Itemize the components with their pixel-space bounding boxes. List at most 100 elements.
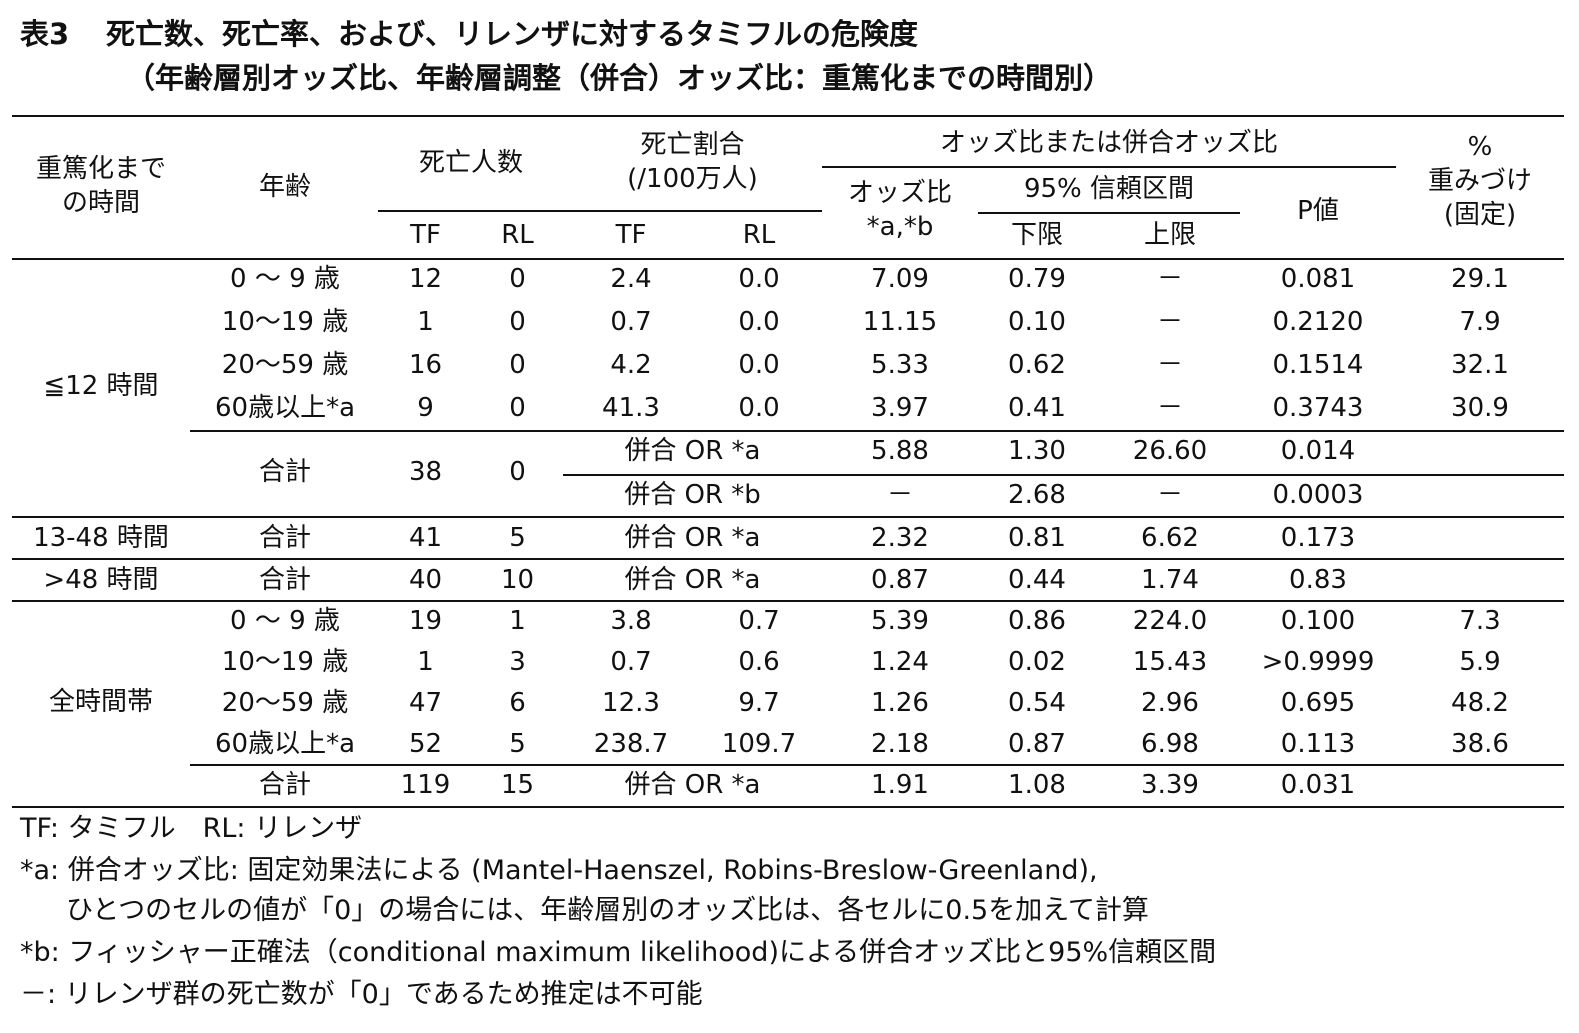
row-odds-ratio: 1.24 bbox=[871, 647, 929, 677]
header-weight-line2: 重みづけ bbox=[1427, 166, 1532, 196]
row-p-value: 0.83 bbox=[1289, 565, 1347, 595]
title-line-1: 死亡数、死亡率、および、リレンザに対するタミフルの危険度 bbox=[106, 17, 919, 51]
group-label-gt48: >48 時間 bbox=[43, 565, 159, 595]
row-pooled-label-b: 併合 OR *b bbox=[624, 480, 761, 510]
header-weight: % 重みづけ (固定) bbox=[1396, 130, 1564, 232]
row-ci-upper-b: － bbox=[1156, 480, 1183, 510]
row-odds-ratio: 5.39 bbox=[871, 606, 929, 636]
row-ci-lower: 1.08 bbox=[1008, 770, 1066, 800]
row-weight: 5.9 bbox=[1459, 647, 1501, 677]
group-rule-all bbox=[12, 600, 1564, 602]
row-ci-lower: 0.10 bbox=[1008, 307, 1066, 337]
header-weight-line1: % bbox=[1467, 132, 1493, 162]
row-weight: 32.1 bbox=[1451, 350, 1509, 380]
row-weight: 30.9 bbox=[1451, 393, 1509, 423]
header-odds-line2: *a,*b bbox=[866, 212, 934, 242]
row-odds-ratio: 5.33 bbox=[871, 350, 929, 380]
row-p-value: 0.695 bbox=[1280, 688, 1356, 718]
header-odds-line1: オッズ比 bbox=[847, 178, 952, 208]
row-deaths-tf: 40 bbox=[408, 565, 443, 595]
row-rate-rl: 0.7 bbox=[738, 606, 780, 636]
row-deaths-rl: 0 bbox=[509, 393, 526, 423]
header-lower: 下限 bbox=[1010, 220, 1063, 250]
row-deaths-rl: 0 bbox=[509, 350, 526, 380]
row-deaths-rl: 0 bbox=[509, 307, 526, 337]
header-tf-deaths: TF bbox=[410, 220, 441, 250]
table-title: 表3 死亡数、死亡率、および、リレンザに対するタミフルの危険度 bbox=[20, 14, 918, 54]
row-pooled-label: 併合 OR *a bbox=[624, 523, 761, 553]
group-label-le12: ≦12 時間 bbox=[43, 371, 159, 401]
row-ci-upper: － bbox=[1156, 307, 1183, 337]
row-odds-ratio: 1.26 bbox=[871, 688, 929, 718]
header-time-line1: 重篤化まで bbox=[35, 154, 166, 184]
row-ci-upper: 1.74 bbox=[1141, 565, 1199, 595]
row-age: 60歳以上*a bbox=[214, 393, 356, 423]
header-tf-rate: TF bbox=[615, 220, 647, 250]
row-pooled-label: 併合 OR *a bbox=[624, 565, 761, 595]
row-deaths-rl: 0 bbox=[509, 264, 526, 294]
header-rate-line1: 死亡割合 bbox=[640, 130, 745, 160]
row-ci-upper: 26.60 bbox=[1132, 436, 1208, 466]
row-deaths-tf: 41 bbox=[408, 523, 443, 553]
row-age: 合計 bbox=[258, 523, 311, 553]
row-rule-all-total bbox=[190, 764, 1564, 766]
row-p-value: 0.173 bbox=[1280, 523, 1356, 553]
row-rate-tf: 0.7 bbox=[610, 647, 652, 677]
header-deaths: 死亡人数 bbox=[418, 148, 523, 178]
header-age: 年齢 bbox=[258, 172, 311, 202]
footnote-dash: －: リレンザ群の死亡数が「0」であるため推定は不可能 bbox=[20, 979, 703, 1010]
header-odds-ratio: オッズ比 *a,*b bbox=[822, 176, 978, 244]
row-age: 20～59 歳 bbox=[221, 688, 349, 718]
header-rule-deaths-rate bbox=[378, 210, 822, 212]
row-ci-upper: － bbox=[1156, 350, 1183, 380]
row-ci-lower: 0.62 bbox=[1008, 350, 1066, 380]
row-rate-rl: 0.0 bbox=[738, 350, 780, 380]
row-rule-le12-total bbox=[190, 430, 1564, 432]
row-deaths-tf: 19 bbox=[408, 606, 443, 636]
row-age: 合計 bbox=[258, 770, 311, 800]
row-deaths-rl: 1 bbox=[509, 606, 526, 636]
row-rate-rl: 0.0 bbox=[738, 307, 780, 337]
row-age: 10～19 歳 bbox=[221, 647, 349, 677]
row-ci-lower: 0.54 bbox=[1008, 688, 1066, 718]
row-weight: 38.6 bbox=[1451, 729, 1509, 759]
row-odds-ratio: 3.97 bbox=[871, 393, 929, 423]
row-rate-tf: 41.3 bbox=[602, 393, 660, 423]
row-age: 0 ～ 9 歳 bbox=[230, 606, 340, 636]
row-ci-upper: 6.98 bbox=[1141, 729, 1199, 759]
row-p-value: 0.1514 bbox=[1272, 350, 1364, 380]
header-odds-group: オッズ比または併合オッズ比 bbox=[939, 128, 1278, 158]
row-p-value: 0.100 bbox=[1280, 606, 1356, 636]
group-label-13-48: 13-48 時間 bbox=[33, 523, 169, 553]
row-ci-upper: － bbox=[1156, 264, 1183, 294]
row-odds-ratio: 2.32 bbox=[871, 523, 929, 553]
row-age: 60歳以上*a bbox=[214, 729, 356, 759]
row-ci-upper: 2.96 bbox=[1141, 688, 1199, 718]
group-rule-13-48 bbox=[12, 516, 1564, 518]
row-rate-tf: 3.8 bbox=[610, 606, 652, 636]
row-deaths-rl: 0 bbox=[509, 457, 526, 487]
group-label-all: 全時間帯 bbox=[48, 687, 153, 717]
footnote-a-line2: ひとつのセルの値が「0」の場合には、年齢層別のオッズ比は、各セルに0.5を加えて… bbox=[66, 895, 1149, 926]
row-odds-ratio: 2.18 bbox=[871, 729, 929, 759]
row-deaths-tf: 1 bbox=[417, 647, 434, 677]
table-bottom-rule bbox=[12, 806, 1564, 808]
row-ci-upper: 3.39 bbox=[1141, 770, 1199, 800]
row-odds-ratio: 0.87 bbox=[871, 565, 929, 595]
header-rule-ci bbox=[978, 212, 1240, 214]
row-deaths-tf: 52 bbox=[408, 729, 443, 759]
row-deaths-rl: 6 bbox=[509, 688, 526, 718]
row-ci-lower: 0.79 bbox=[1008, 264, 1066, 294]
footnote-b: *b: フィッシャー正確法（conditional maximum likeli… bbox=[20, 937, 1217, 968]
row-age: 10～19 歳 bbox=[221, 307, 349, 337]
row-deaths-tf: 12 bbox=[408, 264, 443, 294]
row-p-value: 0.081 bbox=[1280, 264, 1356, 294]
row-rate-rl: 0.6 bbox=[738, 647, 780, 677]
row-pooled-label-a: 併合 OR *a bbox=[624, 436, 761, 466]
header-rl-deaths: RL bbox=[501, 220, 534, 250]
row-ci-lower: 0.41 bbox=[1008, 393, 1066, 423]
row-deaths-tf: 47 bbox=[408, 688, 443, 718]
row-ci-lower: 1.30 bbox=[1008, 436, 1066, 466]
row-odds-ratio: 11.15 bbox=[862, 307, 938, 337]
row-ci-lower: 0.81 bbox=[1008, 523, 1066, 553]
